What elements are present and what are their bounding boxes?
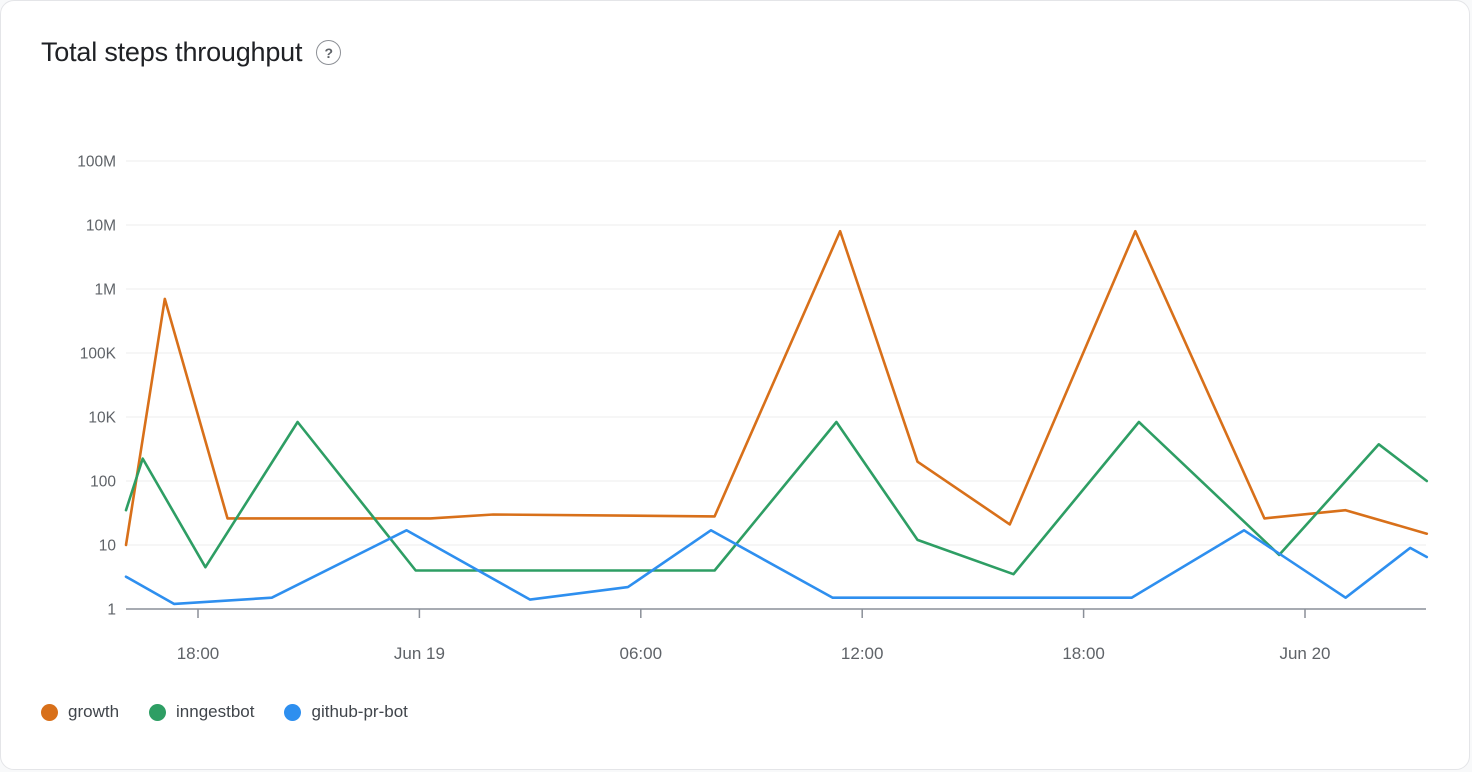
card-header: Total steps throughput ? xyxy=(41,37,342,68)
x-tick-label: Jun 19 xyxy=(394,644,445,663)
y-tick-label: 1 xyxy=(107,602,116,619)
legend-dot-icon xyxy=(41,703,58,721)
help-icon[interactable]: ? xyxy=(316,40,342,65)
legend-dot-icon xyxy=(149,703,167,721)
legend-label: growth xyxy=(68,702,120,721)
y-tick-label: 10M xyxy=(86,218,116,235)
y-tick-label: 100 xyxy=(90,474,116,491)
legend-item-github-pr-bot[interactable]: github-pr-bot xyxy=(284,702,408,722)
x-tick-label: Jun 20 xyxy=(1279,644,1330,663)
series-line-github-pr-bot[interactable] xyxy=(124,528,1429,606)
x-tick-label: 06:00 xyxy=(620,644,663,663)
legend-dot-icon xyxy=(284,703,302,721)
legend-item-growth[interactable]: growth xyxy=(41,702,119,722)
x-tick-label: 18:00 xyxy=(1062,644,1105,663)
y-tick-label: 10 xyxy=(99,538,117,555)
legend-item-inngestbot[interactable]: inngestbot xyxy=(149,702,254,722)
x-tick-label: 12:00 xyxy=(841,644,884,663)
y-tick-label: 10K xyxy=(88,410,116,427)
x-tick-label: 18:00 xyxy=(177,644,220,663)
legend-label: github-pr-bot xyxy=(311,702,408,721)
page-title: Total steps throughput xyxy=(41,37,303,67)
y-tick-label: 100M xyxy=(77,154,116,171)
y-tick-label: 1M xyxy=(94,282,116,299)
y-tick-label: 100K xyxy=(80,346,117,363)
series-line-growth[interactable] xyxy=(124,229,1429,547)
legend-label: inngestbot xyxy=(176,702,255,721)
chart-legend: growth inngestbot github-pr-bot xyxy=(41,702,408,722)
